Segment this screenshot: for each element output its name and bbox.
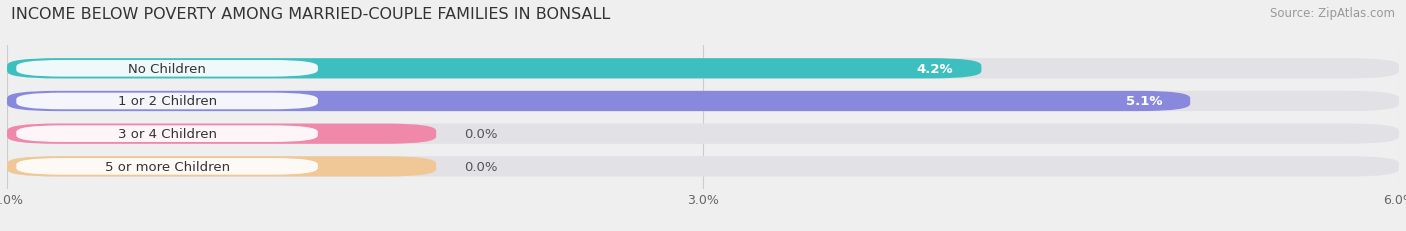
- FancyBboxPatch shape: [17, 158, 318, 175]
- FancyBboxPatch shape: [7, 157, 1399, 177]
- FancyBboxPatch shape: [7, 124, 1399, 144]
- Text: 5 or more Children: 5 or more Children: [104, 160, 229, 173]
- Text: No Children: No Children: [128, 63, 207, 76]
- FancyBboxPatch shape: [7, 124, 436, 144]
- FancyBboxPatch shape: [7, 91, 1189, 112]
- Text: Source: ZipAtlas.com: Source: ZipAtlas.com: [1270, 7, 1395, 20]
- Text: 0.0%: 0.0%: [464, 128, 498, 140]
- Text: 4.2%: 4.2%: [917, 63, 953, 76]
- FancyBboxPatch shape: [7, 91, 1399, 112]
- Text: 0.0%: 0.0%: [464, 160, 498, 173]
- FancyBboxPatch shape: [7, 59, 981, 79]
- FancyBboxPatch shape: [7, 157, 436, 177]
- FancyBboxPatch shape: [7, 59, 1399, 79]
- Text: 1 or 2 Children: 1 or 2 Children: [118, 95, 217, 108]
- FancyBboxPatch shape: [17, 61, 318, 77]
- Text: INCOME BELOW POVERTY AMONG MARRIED-COUPLE FAMILIES IN BONSALL: INCOME BELOW POVERTY AMONG MARRIED-COUPL…: [11, 7, 610, 22]
- FancyBboxPatch shape: [17, 126, 318, 142]
- Text: 5.1%: 5.1%: [1126, 95, 1163, 108]
- FancyBboxPatch shape: [17, 93, 318, 110]
- Text: 3 or 4 Children: 3 or 4 Children: [118, 128, 217, 140]
